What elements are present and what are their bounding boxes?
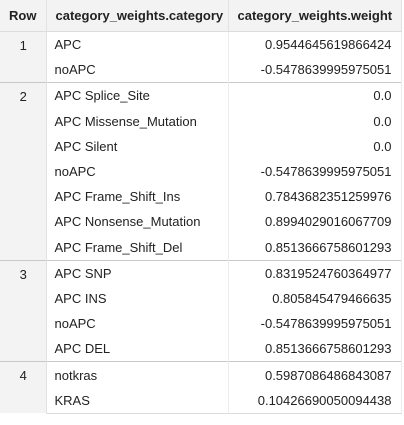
results-table: Row category_weights.category category_w…: [0, 0, 402, 414]
category-cell: APC Frame_Shift_Ins: [46, 184, 229, 210]
weight-cell: 0.8513666758601293: [228, 336, 402, 362]
weight-cell: 0.9544645619866424: [228, 31, 402, 58]
weight-cell: -0.5478639995975051: [228, 311, 402, 337]
table-row: KRAS 0.10426690050094438: [0, 387, 402, 414]
weight-cell: 0.10426690050094438: [228, 387, 402, 414]
weight-cell: 0.805845479466635: [228, 285, 402, 312]
category-cell: APC Splice_Site: [46, 82, 229, 109]
weight-cell: 0.5987086486843087: [228, 361, 402, 388]
row-number-cell: 3: [0, 259, 47, 362]
row-number-cell: 1: [0, 30, 47, 83]
category-cell: noAPC: [46, 57, 229, 83]
category-cell: noAPC: [46, 158, 229, 185]
category-cell: APC Missense_Mutation: [46, 108, 229, 134]
category-cell: APC Nonsense_Mutation: [46, 209, 229, 235]
table-row: APC DEL 0.8513666758601293: [0, 336, 402, 362]
weight-cell: 0.0: [228, 82, 402, 109]
table-row: 1 APC 0.9544645619866424: [0, 30, 402, 83]
weight-cell: 0.0: [228, 133, 402, 159]
table-row: noAPC -0.5478639995975051: [0, 158, 402, 185]
table-row: 2 APC Splice_Site 0.0: [0, 82, 402, 261]
category-cell: noAPC: [46, 311, 229, 337]
weight-cell: -0.5478639995975051: [228, 158, 402, 185]
table-row: 3 APC SNP 0.8319524760364977: [0, 259, 402, 362]
weight-cell: -0.5478639995975051: [228, 57, 402, 83]
category-cell: APC Frame_Shift_Del: [46, 234, 229, 261]
category-cell: APC INS: [46, 285, 229, 312]
table-row: 4 notkras 0.5987086486843087: [0, 361, 402, 414]
table-row: APC INS 0.805845479466635: [0, 285, 402, 312]
table-row: APC Frame_Shift_Del 0.8513666758601293: [0, 234, 402, 261]
row-number-cell: 2: [0, 82, 47, 261]
table-row: APC Silent 0.0: [0, 133, 402, 159]
weight-cell: 0.8319524760364977: [228, 259, 402, 286]
category-cell: KRAS: [46, 387, 229, 414]
weight-cell: 0.8994029016067709: [228, 209, 402, 235]
category-cell: APC Silent: [46, 133, 229, 159]
table-row: APC Missense_Mutation 0.0: [0, 108, 402, 134]
weight-cell: 0.8513666758601293: [228, 234, 402, 261]
category-column-header[interactable]: category_weights.category: [46, 0, 229, 32]
weight-cell: 0.0: [228, 108, 402, 134]
category-cell: APC DEL: [46, 336, 229, 362]
table-row: noAPC -0.5478639995975051: [0, 57, 402, 83]
row-number-cell: 4: [0, 361, 47, 414]
weight-cell: 0.7843682351259976: [228, 184, 402, 210]
row-column-header[interactable]: Row: [0, 0, 47, 32]
table-row: APC Frame_Shift_Ins 0.7843682351259976: [0, 184, 402, 210]
weight-column-header[interactable]: category_weights.weight: [228, 0, 402, 32]
header-row: Row category_weights.category category_w…: [0, 0, 402, 32]
table-row: APC Nonsense_Mutation 0.8994029016067709: [0, 209, 402, 235]
category-cell: notkras: [46, 361, 229, 388]
table-row: noAPC -0.5478639995975051: [0, 311, 402, 337]
category-cell: APC: [46, 31, 229, 58]
category-cell: APC SNP: [46, 259, 229, 286]
